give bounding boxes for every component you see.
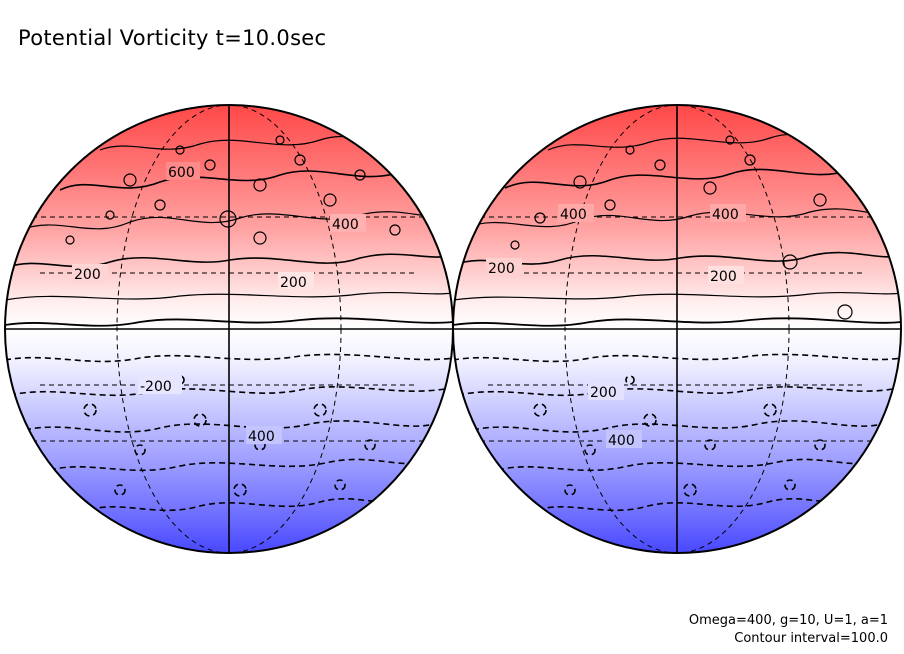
axes-left bbox=[5, 105, 453, 553]
contour-label: 200 bbox=[590, 385, 617, 401]
globe-right-outline bbox=[452, 104, 902, 554]
contours-negative-left bbox=[5, 353, 453, 512]
contour-label: 400 bbox=[332, 217, 359, 233]
globe-right: 400 400 200 200 200 400 bbox=[452, 104, 902, 554]
contours-negative-right bbox=[453, 353, 901, 512]
contour-labels-right: 400 400 200 200 200 400 bbox=[486, 204, 746, 449]
contour-label: 400 bbox=[712, 207, 739, 223]
contour-labels-left: 600 400 200 200 -200 400 bbox=[72, 162, 366, 445]
contour-label: 200 bbox=[488, 261, 515, 277]
contour-label: 200 bbox=[280, 275, 307, 291]
contour-label: 200 bbox=[710, 269, 737, 285]
contour-label: 400 bbox=[608, 433, 635, 449]
globe-left: 600 400 200 200 -200 400 bbox=[4, 104, 454, 554]
parameters-caption: Omega=400, g=10, U=1, a=1 bbox=[688, 613, 888, 628]
axes-right bbox=[453, 105, 901, 553]
contour-label: -200 bbox=[140, 379, 172, 395]
contour-interval-caption: Contour interval=100.0 bbox=[734, 631, 888, 646]
contour-label: 400 bbox=[248, 429, 275, 445]
contour-label: 400 bbox=[560, 207, 587, 223]
contour-label: 200 bbox=[74, 267, 101, 283]
contour-label: 600 bbox=[168, 165, 195, 181]
figure-title: Potential Vorticity t=10.0sec bbox=[18, 26, 327, 50]
